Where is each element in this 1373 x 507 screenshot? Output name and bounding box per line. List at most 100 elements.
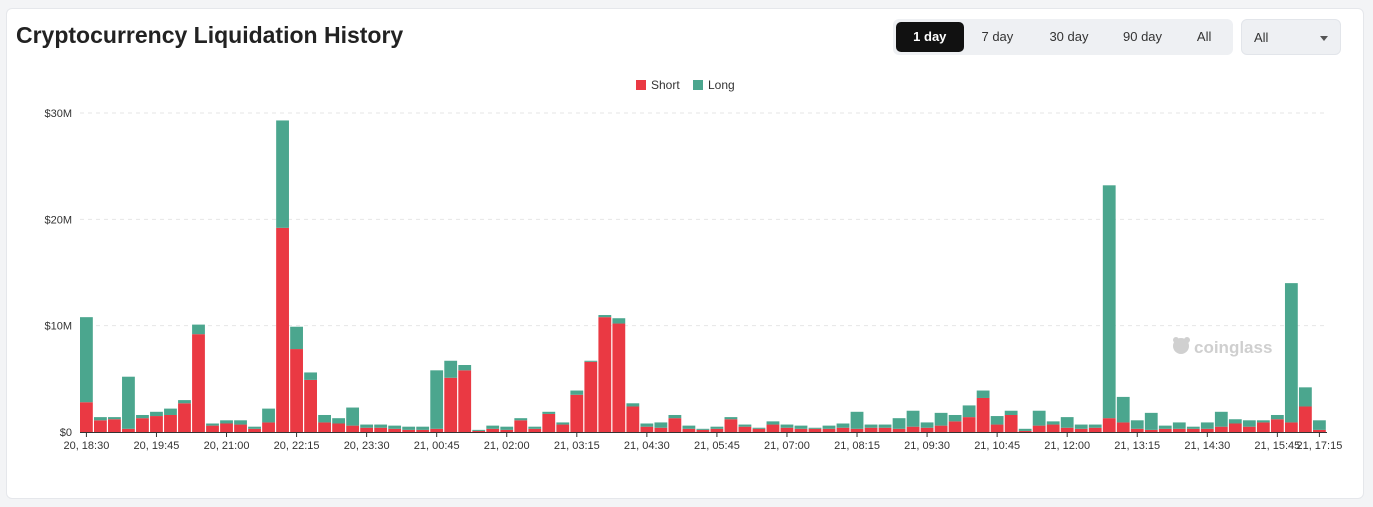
bar-short[interactable]: [1270, 419, 1284, 432]
tab-all[interactable]: All: [1196, 29, 1212, 44]
bar-short[interactable]: [948, 421, 962, 432]
bar-long[interactable]: [808, 427, 822, 429]
bar-long[interactable]: [962, 405, 976, 418]
bar-short[interactable]: [276, 227, 289, 432]
bar-short[interactable]: [864, 427, 878, 432]
bar-short[interactable]: [486, 428, 500, 432]
bar-short[interactable]: [164, 414, 177, 432]
bar-short[interactable]: [1046, 424, 1060, 432]
bar-short[interactable]: [192, 334, 205, 432]
bar-long[interactable]: [1130, 420, 1144, 429]
bar-short[interactable]: [906, 426, 920, 432]
bar-short[interactable]: [248, 428, 261, 432]
bar-long[interactable]: [1242, 420, 1256, 427]
bar-long[interactable]: [920, 422, 934, 428]
bar-long[interactable]: [682, 425, 696, 429]
bar-short[interactable]: [570, 394, 584, 432]
bar-short[interactable]: [1242, 426, 1256, 432]
bar-long[interactable]: [556, 422, 570, 425]
bar-short[interactable]: [500, 429, 514, 432]
bar-long[interactable]: [1060, 417, 1074, 428]
bar-short[interactable]: [892, 428, 906, 432]
bar-long[interactable]: [290, 326, 303, 350]
bar-long[interactable]: [822, 425, 836, 429]
bar-short[interactable]: [94, 420, 107, 432]
bar-long[interactable]: [514, 418, 528, 421]
bar-long[interactable]: [584, 360, 598, 362]
bar-short[interactable]: [1116, 422, 1130, 432]
bar-short[interactable]: [360, 427, 374, 432]
bar-short[interactable]: [1102, 418, 1116, 432]
bar-short[interactable]: [472, 430, 486, 432]
bar-long[interactable]: [766, 421, 780, 425]
bar-short[interactable]: [710, 428, 724, 432]
bar-long[interactable]: [752, 427, 766, 429]
bar-long[interactable]: [374, 424, 388, 428]
bar-long[interactable]: [318, 414, 332, 423]
bar-long[interactable]: [262, 408, 275, 423]
bar-short[interactable]: [122, 428, 135, 432]
bar-short[interactable]: [766, 424, 780, 432]
bar-short[interactable]: [1130, 428, 1144, 432]
bar-long[interactable]: [458, 365, 472, 371]
bar-short[interactable]: [346, 425, 360, 432]
bar-long[interactable]: [416, 426, 430, 430]
bar-short[interactable]: [1298, 406, 1312, 432]
bar-short[interactable]: [374, 427, 388, 432]
bar-short[interactable]: [934, 425, 948, 432]
bar-short[interactable]: [1256, 422, 1270, 432]
bar-long[interactable]: [108, 417, 121, 420]
bar-long[interactable]: [612, 318, 626, 324]
bar-short[interactable]: [206, 425, 219, 432]
bar-short[interactable]: [444, 377, 458, 432]
bar-long[interactable]: [136, 414, 149, 419]
bar-long[interactable]: [472, 429, 486, 431]
tab-90-day[interactable]: 90 day: [1123, 29, 1163, 44]
bar-long[interactable]: [1284, 283, 1298, 423]
bar-short[interactable]: [1158, 428, 1172, 432]
tab-1-day[interactable]: 1 day: [896, 22, 964, 52]
bar-long[interactable]: [122, 376, 135, 429]
bar-short[interactable]: [990, 424, 1004, 432]
bar-short[interactable]: [136, 418, 149, 432]
tab-7-day[interactable]: 7 day: [981, 29, 1014, 44]
bar-long[interactable]: [178, 400, 191, 404]
bar-short[interactable]: [780, 427, 794, 432]
bar-short[interactable]: [458, 370, 472, 432]
bar-long[interactable]: [1074, 424, 1088, 429]
bar-short[interactable]: [878, 427, 892, 432]
bar-short[interactable]: [752, 428, 766, 432]
bar-long[interactable]: [724, 417, 738, 420]
bar-short[interactable]: [234, 424, 247, 432]
bar-long[interactable]: [234, 420, 247, 425]
bar-short[interactable]: [178, 403, 191, 432]
bar-short[interactable]: [1060, 427, 1074, 432]
bar-long[interactable]: [794, 425, 808, 429]
bar-short[interactable]: [1214, 426, 1228, 432]
bar-short[interactable]: [654, 427, 668, 432]
bar-long[interactable]: [276, 120, 289, 228]
bar-long[interactable]: [360, 424, 374, 428]
bar-short[interactable]: [430, 428, 444, 432]
bar-short[interactable]: [612, 323, 626, 432]
bar-long[interactable]: [934, 412, 948, 426]
bar-long[interactable]: [1158, 425, 1172, 429]
bar-short[interactable]: [332, 423, 346, 432]
bar-long[interactable]: [486, 425, 500, 429]
bar-long[interactable]: [528, 426, 542, 429]
bar-short[interactable]: [290, 349, 303, 432]
bar-long[interactable]: [220, 420, 233, 424]
bar-long[interactable]: [332, 418, 346, 424]
tab-30-day[interactable]: 30 day: [1049, 29, 1089, 44]
bar-long[interactable]: [710, 426, 724, 429]
bar-long[interactable]: [1200, 422, 1214, 429]
bar-long[interactable]: [304, 372, 317, 380]
bar-long[interactable]: [1116, 396, 1130, 423]
bar-short[interactable]: [1186, 428, 1200, 432]
bar-short[interactable]: [108, 419, 121, 432]
bar-long[interactable]: [164, 408, 177, 415]
bar-long[interactable]: [1046, 421, 1060, 425]
bar-short[interactable]: [304, 379, 317, 432]
bar-short[interactable]: [976, 397, 990, 432]
bar-short[interactable]: [1144, 429, 1158, 432]
